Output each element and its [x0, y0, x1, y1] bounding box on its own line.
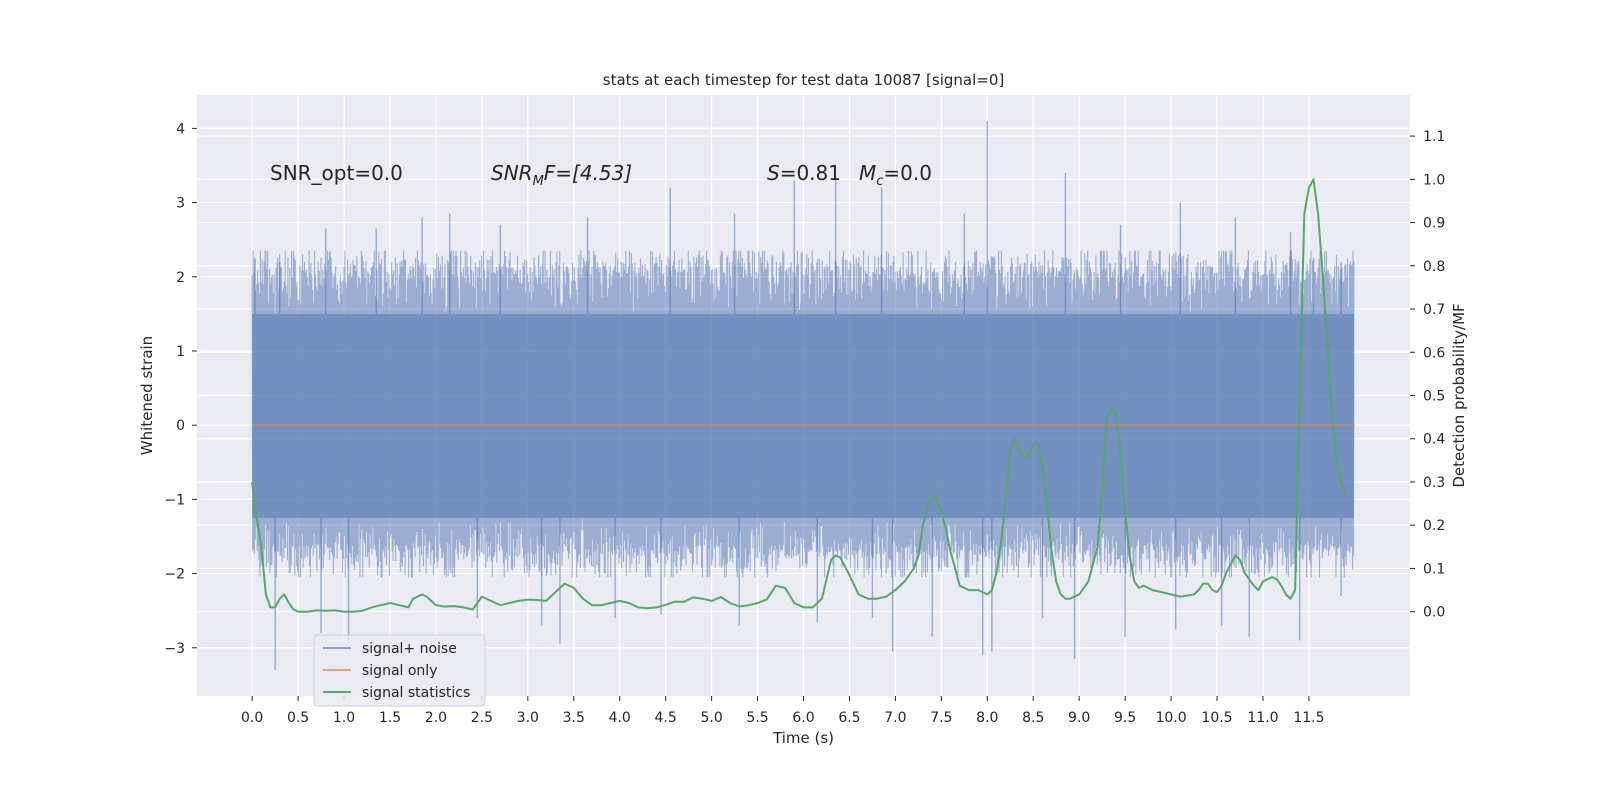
y-tick-label-0: −3 [164, 641, 185, 657]
x-tick-label-1: 0.5 [287, 710, 309, 726]
y-tick-label-3: 0 [176, 418, 185, 434]
x-tick-label-0: 0.0 [241, 710, 263, 726]
annotation-s: S=0.81 [767, 161, 841, 185]
y2-tick-label-7: 0.7 [1423, 302, 1445, 318]
mc-name: M [859, 161, 876, 185]
x-tick-label-8: 4.0 [609, 710, 631, 726]
x-tick-label-23: 11.5 [1293, 710, 1324, 726]
snr-mf-subscript: M [533, 174, 544, 189]
y-tick-label-5: 2 [176, 270, 185, 286]
annotation-mc: Mc=0.0 [859, 161, 932, 189]
signal-noise-band [252, 313, 1354, 518]
signal-noise-path [251, 250, 1355, 578]
x-tick-label-2: 1.0 [333, 710, 355, 726]
y2-tick-label-9: 0.9 [1423, 216, 1445, 232]
x-tick-label-19: 9.5 [1114, 710, 1136, 726]
x-tick-label-10: 5.0 [700, 710, 722, 726]
x-tick-label-5: 2.5 [471, 710, 493, 726]
series-signal-statistics [251, 178, 1347, 613]
x-tick-label-17: 8.5 [1022, 710, 1044, 726]
x-tick-label-21: 10.5 [1201, 710, 1232, 726]
x-tick-label-22: 11.0 [1247, 710, 1278, 726]
y2-tick-label-10: 1.0 [1423, 172, 1445, 188]
x-tick-label-15: 7.5 [930, 710, 952, 726]
y2-tick-label-5: 0.5 [1423, 389, 1445, 405]
x-tick-label-20: 10.0 [1155, 710, 1186, 726]
chart-title: stats at each timestep for test data 100… [603, 71, 1004, 89]
snr-mf-name: SNR [491, 161, 533, 185]
y-tick-label-1: −2 [164, 567, 185, 583]
y2-axis-label: Detection probability/MF [1450, 303, 1468, 487]
legend: signal+ noise signal only signal statist… [313, 634, 486, 707]
x-tick-label-7: 3.5 [563, 710, 585, 726]
mc-value: =0.0 [883, 161, 932, 185]
y-tick-label-7: 4 [176, 121, 185, 137]
annotation-snr-mf: SNRMF=[4.53] [491, 161, 632, 189]
series-signal-noise [251, 120, 1355, 671]
legend-entry-signal-statistics: signal statistics [362, 685, 470, 701]
y-tick-label-2: −1 [164, 492, 185, 508]
y2-tick-label-11: 1.1 [1423, 129, 1445, 145]
signal-statistics-line [251, 178, 1347, 613]
axes: 0.0 0.5 1.0 1.5 2.0 2.5 3.0 3.5 4.0 4.5 5.0 5.5 6.0 6… [164, 121, 1445, 726]
snr-mf-rest: F=[4.53] [544, 161, 632, 185]
x-tick-label-9: 4.5 [655, 710, 677, 726]
y2-tick-label-2: 0.2 [1423, 518, 1445, 534]
x-tick-label-12: 6.0 [792, 710, 814, 726]
x-tick-label-14: 7.0 [884, 710, 906, 726]
y2-tick-label-3: 0.3 [1423, 475, 1445, 491]
x-tick-label-6: 3.0 [517, 710, 539, 726]
x-tick-label-4: 2.0 [425, 710, 447, 726]
y2-tick-label-6: 0.6 [1423, 345, 1445, 361]
x-axis-label: Time (s) [772, 729, 834, 747]
x-tick-label-13: 6.5 [838, 710, 860, 726]
legend-entry-signal-only: signal only [362, 663, 437, 679]
y-tick-label-4: 1 [176, 344, 185, 360]
x-tick-label-3: 1.5 [379, 710, 401, 726]
legend-box [313, 634, 486, 707]
y2-tick-label-4: 0.4 [1423, 432, 1445, 448]
y-tick-label-6: 3 [176, 196, 185, 212]
y2-tick-label-0: 0.0 [1423, 605, 1445, 621]
x-tick-label-11: 5.5 [746, 710, 768, 726]
x-tick-label-18: 9.0 [1068, 710, 1090, 726]
s-value: =0.81 [780, 161, 841, 185]
s-name: S [767, 161, 780, 185]
y2-tick-label-8: 0.8 [1423, 259, 1445, 275]
annotation-snr-opt: SNR_opt=0.0 [270, 161, 403, 185]
mc-subscript: c [876, 174, 883, 189]
y-axis-label: Whitened strain [138, 336, 156, 455]
legend-entry-signal-noise: signal+ noise [362, 641, 457, 657]
y2-tick-label-1: 0.1 [1423, 561, 1445, 577]
x-tick-label-16: 8.0 [976, 710, 998, 726]
